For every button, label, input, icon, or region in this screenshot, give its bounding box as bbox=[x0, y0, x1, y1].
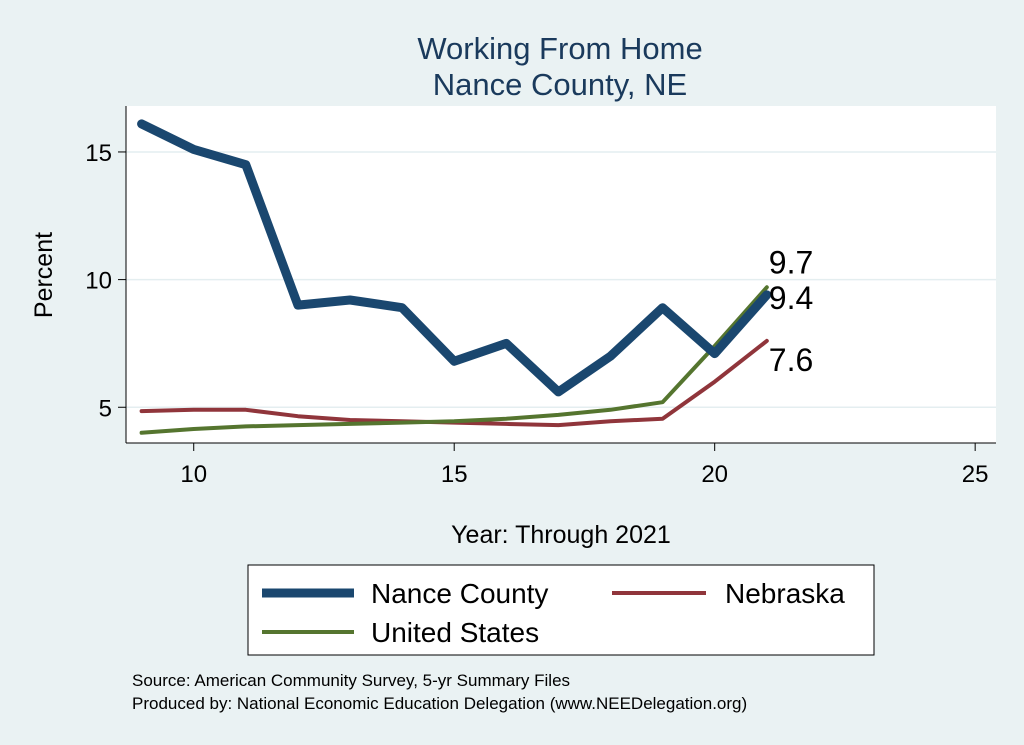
producer-note: Produced by: National Economic Education… bbox=[132, 694, 747, 713]
series-lines bbox=[137, 119, 772, 435]
y-tick-label-5: 5 bbox=[99, 395, 112, 422]
legend-item-united-states: United States bbox=[262, 617, 539, 648]
chart-title-line-2: Nance County, NE bbox=[433, 67, 687, 102]
legend-box bbox=[247, 564, 875, 656]
legend-label-united-states: United States bbox=[371, 617, 539, 648]
end-labels: 9.4 7.6 9.7 bbox=[769, 244, 813, 378]
legend-label-nance-county: Nance County bbox=[371, 578, 548, 609]
y-ticks: 5 10 15 bbox=[85, 140, 126, 422]
x-ticks: 10 15 20 25 bbox=[180, 443, 989, 488]
end-label-nebraska: 7.6 bbox=[769, 342, 813, 378]
end-label-nance-county: 9.4 bbox=[769, 280, 813, 316]
x-tick-label-15: 15 bbox=[441, 461, 468, 488]
source-note: Source: American Community Survey, 5-yr … bbox=[132, 671, 570, 690]
x-tick-label-20: 20 bbox=[701, 461, 728, 488]
chart-title-line-1: Working From Home bbox=[417, 31, 702, 66]
grid-lines bbox=[126, 151, 996, 409]
legend-item-nance-county: Nance County bbox=[262, 578, 548, 609]
legend-item-nebraska: Nebraska bbox=[612, 578, 845, 609]
series-line-united-states bbox=[139, 285, 769, 435]
x-axis-label: Year: Through 2021 bbox=[451, 521, 671, 549]
y-axis-label: Percent bbox=[30, 232, 58, 318]
y-tick-label-15: 15 bbox=[85, 140, 112, 167]
y-tick-label-10: 10 bbox=[85, 268, 112, 295]
end-label-united-states: 9.7 bbox=[769, 244, 813, 280]
x-tick-label-10: 10 bbox=[180, 461, 207, 488]
series-line-nance-county bbox=[137, 119, 772, 397]
x-tick-label-25: 25 bbox=[962, 461, 989, 488]
legend-label-nebraska: Nebraska bbox=[725, 578, 845, 609]
